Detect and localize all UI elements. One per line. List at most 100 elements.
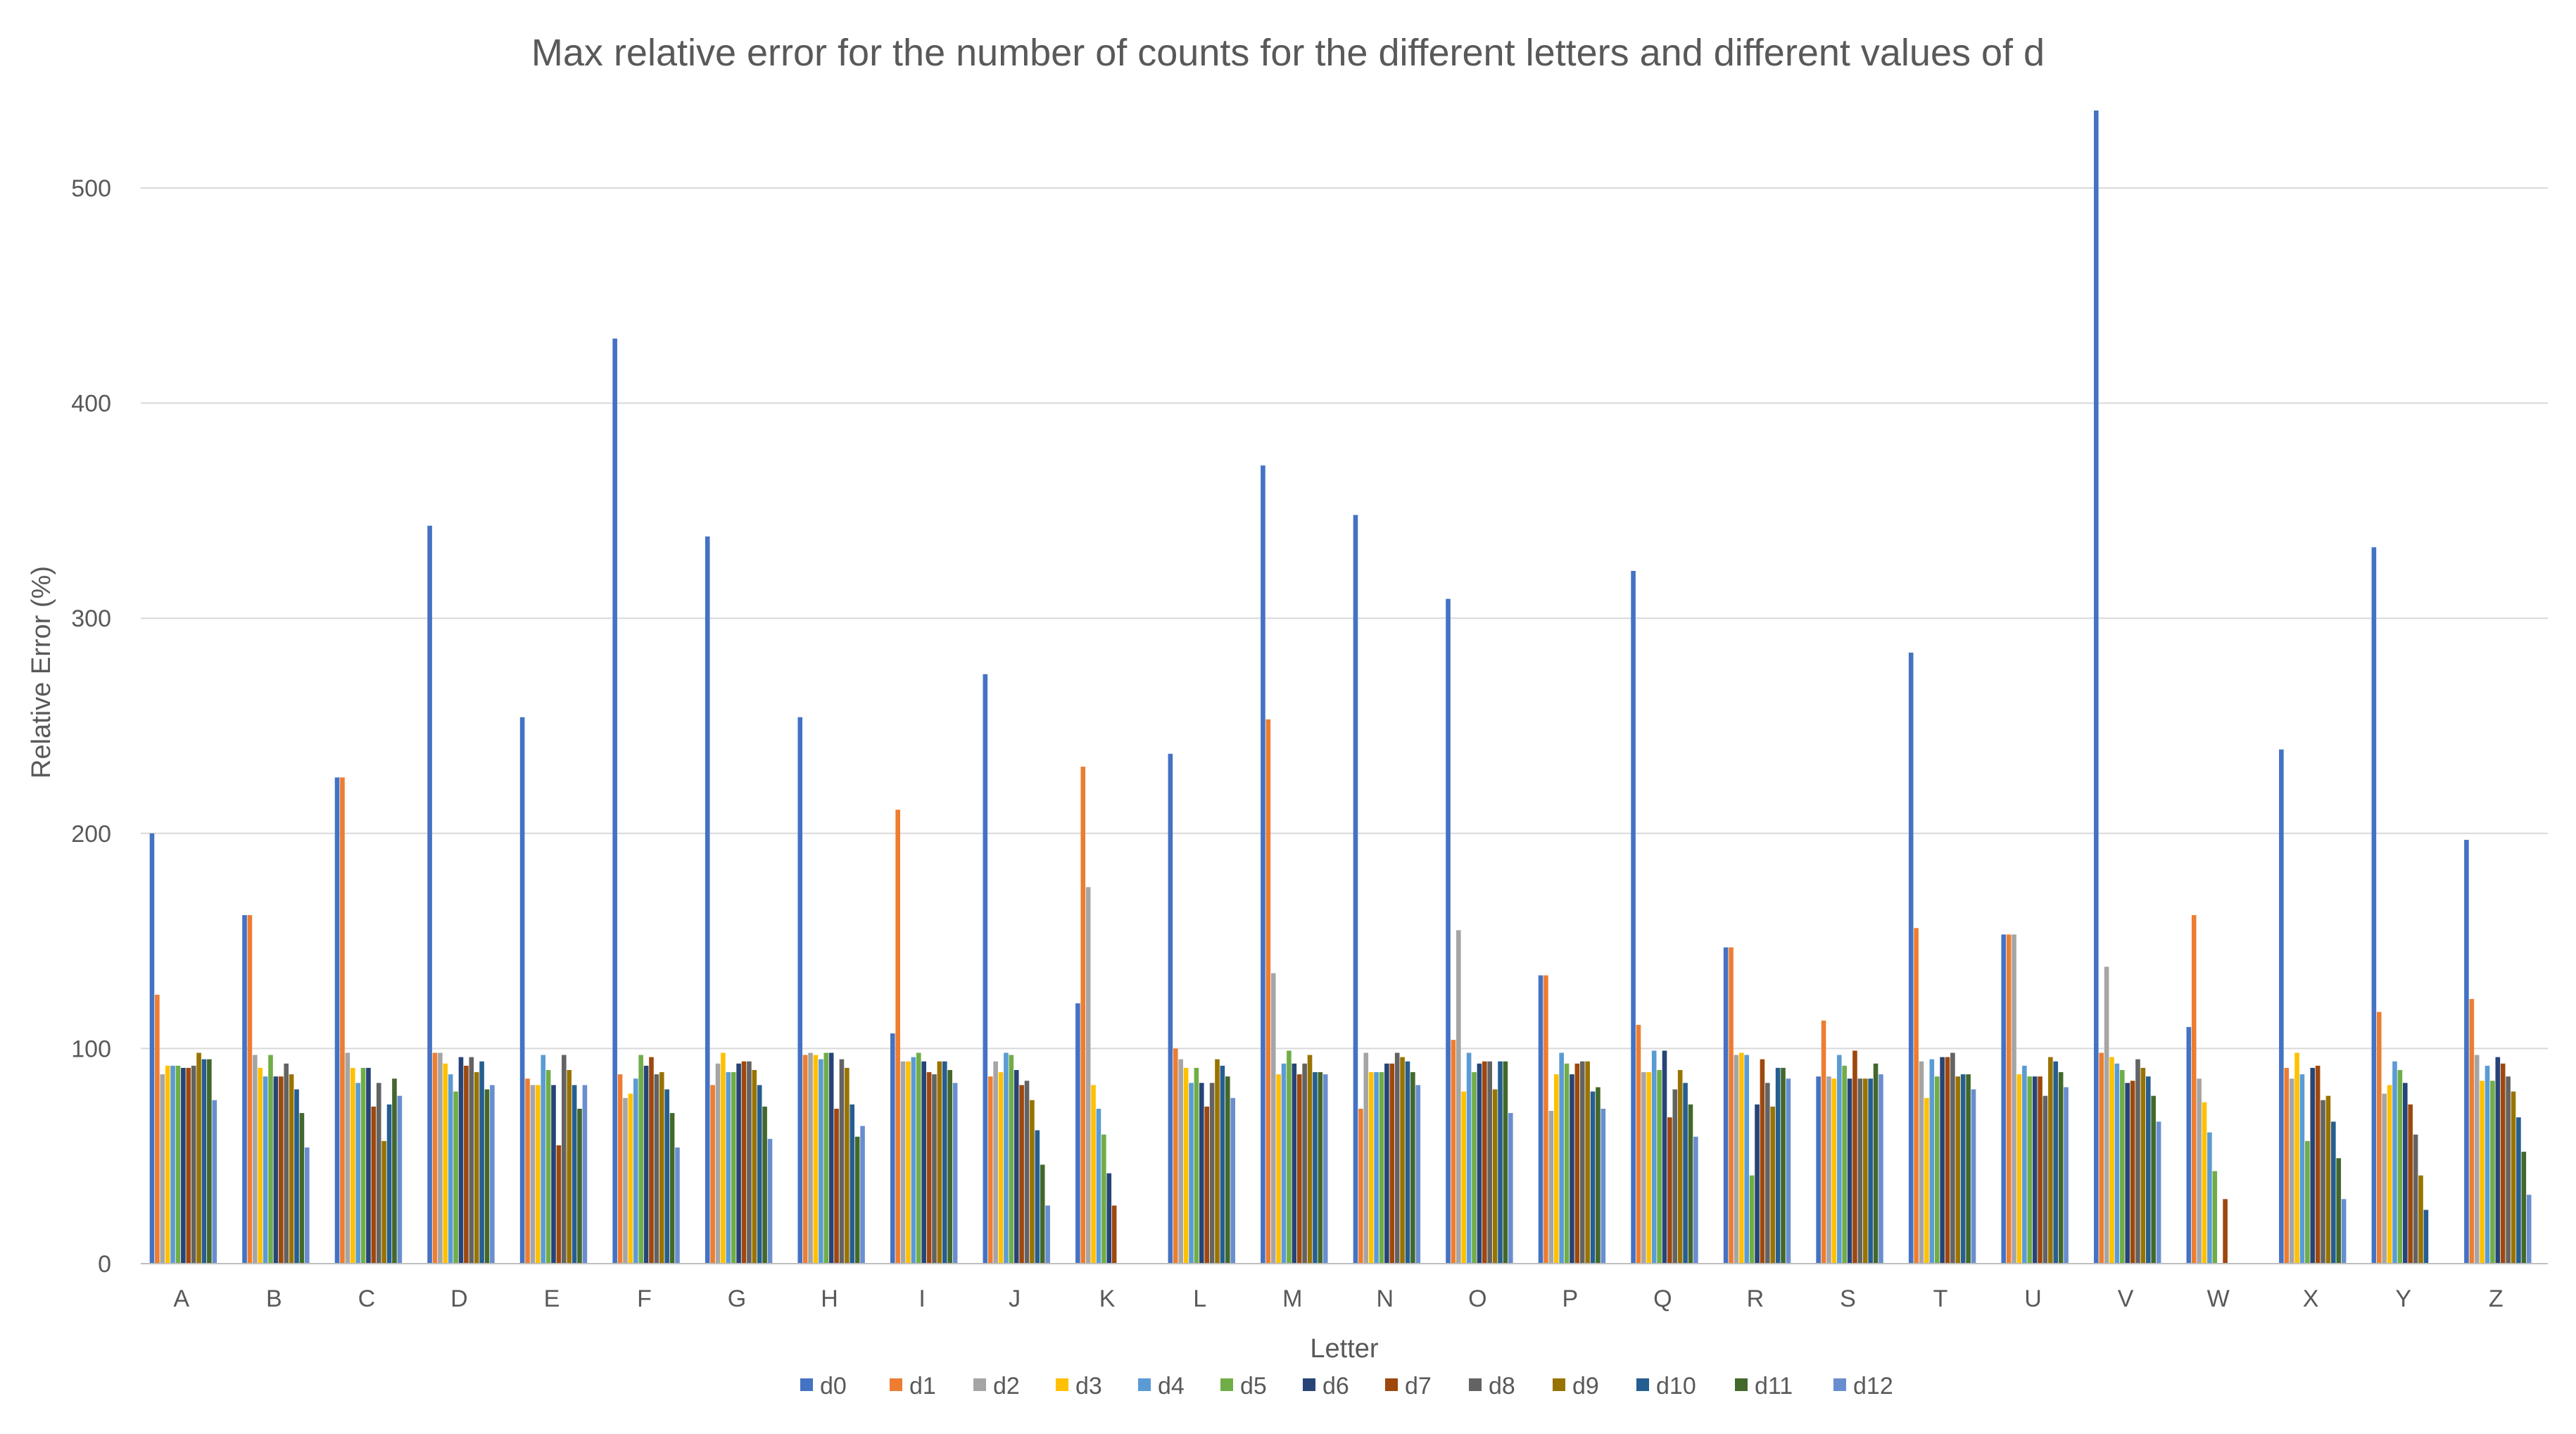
bar-d1-I (895, 810, 900, 1264)
bar-d5-C (360, 1067, 366, 1264)
bar-d6-U (2032, 1076, 2038, 1264)
bar-d12-R (1786, 1078, 1791, 1264)
bar-d1-Y (2376, 1012, 2382, 1264)
bar-d7-V (2130, 1081, 2135, 1264)
bar-d2-U (2012, 934, 2016, 1264)
bar-d9-V (2140, 1067, 2146, 1264)
bar-d8-H (839, 1059, 845, 1264)
bar-d9-B (289, 1074, 294, 1264)
bar-d8-A (191, 1065, 196, 1264)
bar-d7-W (2223, 1199, 2228, 1264)
gridlines (141, 187, 2548, 1050)
bar-d4-G (726, 1072, 731, 1264)
y-tick-label: 200 (71, 821, 111, 848)
x-tick-label: R (1747, 1285, 1764, 1312)
bar-d8-B (284, 1063, 289, 1264)
legend-label: d2 (993, 1373, 1020, 1400)
bar-d9-C (381, 1140, 386, 1264)
bar-group-Z (2464, 839, 2532, 1264)
bar-d8-T (1950, 1052, 1955, 1264)
bar-d2-E (530, 1085, 536, 1264)
x-tick-label: L (1193, 1285, 1206, 1312)
bar-d6-G (736, 1063, 741, 1264)
bar-d2-Y (2382, 1093, 2387, 1264)
bar-d6-R (1755, 1104, 1760, 1264)
bar-d9-U (2048, 1057, 2053, 1264)
bar-d1-Z (2469, 999, 2475, 1264)
bar-d3-S (1831, 1078, 1837, 1264)
bar-d8-L (1209, 1083, 1215, 1264)
x-tick-label: E (544, 1285, 560, 1312)
bar-d4-M (1281, 1063, 1287, 1264)
bar-d9-O (1492, 1089, 1498, 1264)
bar-d1-M (1265, 719, 1271, 1264)
bar-d12-E (582, 1085, 588, 1264)
bar-d6-H (828, 1052, 834, 1264)
bar-d0-Z (2464, 839, 2469, 1264)
bar-d10-N (1405, 1061, 1410, 1264)
legend-item-d0: d0 (800, 1373, 847, 1400)
legend-label: d0 (820, 1373, 847, 1400)
bar-d12-L (1230, 1097, 1235, 1264)
bar-d2-J (993, 1061, 998, 1264)
bar-d2-B (253, 1055, 258, 1264)
bar-d8-X (2321, 1100, 2325, 1264)
bar-d2-P (1548, 1111, 1554, 1264)
legend-swatch (800, 1378, 813, 1391)
bar-group-S (1816, 1020, 1883, 1264)
bar-group-W (2186, 914, 2228, 1264)
bar-d6-M (1292, 1063, 1297, 1264)
bar-group-Q (1631, 570, 1698, 1264)
bar-d4-E (541, 1055, 546, 1264)
bar-d10-P (1590, 1091, 1596, 1264)
x-axis-title: Letter (1310, 1334, 1379, 1364)
bar-d0-E (519, 717, 525, 1264)
legend-item-d7: d7 (1385, 1373, 1432, 1400)
legend-item-d9: d9 (1553, 1373, 1599, 1400)
bar-d5-G (731, 1072, 736, 1264)
bar-d1-A (155, 995, 160, 1264)
bar-d12-P (1600, 1108, 1606, 1264)
bar-d0-G (705, 536, 710, 1264)
bar-d6-K (1106, 1173, 1112, 1264)
legend-item-d2: d2 (973, 1373, 1020, 1400)
bar-group-E (519, 717, 588, 1264)
bar-d4-Y (2392, 1061, 2397, 1264)
y-axis-ticks: 0 100 200 300 400 500 (71, 175, 111, 1278)
bar-d4-X (2299, 1074, 2305, 1264)
bar-d12-H (860, 1126, 865, 1264)
legend-swatch (1138, 1378, 1151, 1391)
legend-label: d1 (909, 1373, 936, 1400)
bar-d12-B (305, 1147, 310, 1264)
bar-d4-R (1744, 1055, 1750, 1264)
bar-d10-B (294, 1089, 299, 1264)
bar-d9-M (1307, 1055, 1313, 1264)
y-axis-title: Relative Error (%) (27, 566, 56, 779)
legend-label: d9 (1572, 1373, 1599, 1400)
bar-d7-O (1482, 1061, 1487, 1264)
bar-d3-K (1091, 1085, 1096, 1264)
bar-d5-F (638, 1055, 643, 1264)
bar-d5-W (2212, 1171, 2218, 1264)
bar-d4-U (2022, 1065, 2027, 1264)
bar-d11-S (1873, 1063, 1879, 1264)
bar-d4-L (1189, 1083, 1194, 1264)
bar-d9-J (1030, 1100, 1035, 1264)
bar-d0-K (1075, 1003, 1080, 1264)
bar-d10-J (1035, 1130, 1040, 1264)
bar-d7-S (1852, 1050, 1857, 1264)
bar-d1-D (432, 1052, 438, 1264)
bar-d6-I (921, 1061, 926, 1264)
bar-d7-Q (1667, 1117, 1672, 1264)
bar-d7-H (834, 1108, 839, 1264)
bar-d4-F (633, 1078, 638, 1264)
bar-d1-S (1821, 1020, 1826, 1264)
bar-d6-B (273, 1076, 279, 1264)
bar-d4-V (2114, 1063, 2120, 1264)
bar-d6-Q (1662, 1050, 1667, 1264)
bar-d3-V (2109, 1057, 2114, 1264)
bar-group-P (1538, 975, 1606, 1264)
x-tick-label: Q (1653, 1285, 1672, 1312)
